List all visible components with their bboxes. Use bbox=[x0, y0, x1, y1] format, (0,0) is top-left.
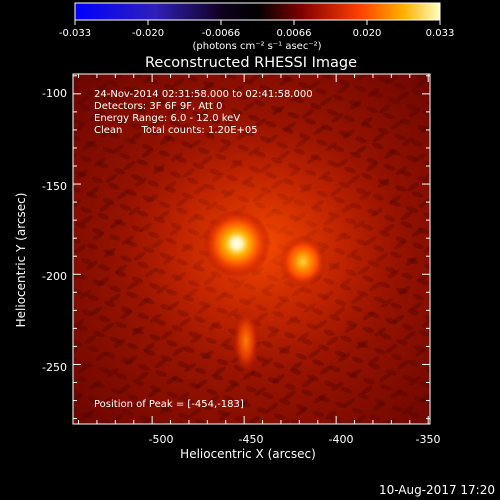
colorbar-tick-label: 0.033 bbox=[426, 28, 455, 39]
colorbar-tick-label: -0.033 bbox=[59, 28, 91, 39]
y-tick-label: -150 bbox=[42, 180, 67, 193]
x-axis-label: Heliocentric X (arcsec) bbox=[180, 447, 316, 461]
annotation-clean-counts: Clean Total counts: 1.20E+05 bbox=[94, 125, 258, 136]
annotation-energy-range: Energy Range: 6.0 - 12.0 keV bbox=[94, 113, 240, 124]
annotation-time-range: 24-Nov-2014 02:31:58.000 to 02:41:58.000 bbox=[94, 89, 313, 100]
sources-layer bbox=[202, 209, 328, 376]
x-tick-label: -450 bbox=[239, 433, 264, 446]
colorbar-tick-label: 0.0066 bbox=[277, 28, 312, 39]
source-blob bbox=[231, 307, 260, 376]
x-tick-label: -500 bbox=[149, 433, 174, 446]
source-blob bbox=[279, 235, 328, 288]
x-tick-label: -400 bbox=[329, 433, 354, 446]
y-axis-label: Heliocentric Y (arcsec) bbox=[14, 193, 28, 328]
plot-frame bbox=[72, 73, 431, 425]
axis-tick-marks bbox=[73, 74, 430, 424]
annotation-peak-position: Position of Peak = [-454,-183] bbox=[94, 399, 244, 410]
generation-timestamp: 10-Aug-2017 17:20 bbox=[379, 483, 495, 497]
colorbar-tick-label: 0.020 bbox=[353, 28, 382, 39]
x-tick-label: -350 bbox=[416, 433, 441, 446]
colorbar-tick-label: -0.0066 bbox=[202, 28, 241, 39]
colorbar-gradient bbox=[74, 2, 441, 21]
y-axis: -100 -150 -200 -250 Heliocentric Y (arcs… bbox=[14, 87, 67, 374]
plot-title: Reconstructed RHESSI Image bbox=[145, 55, 357, 71]
colorbar-tick-marks bbox=[74, 20, 441, 25]
x-axis: -500 -450 -400 -350 Heliocentric X (arcs… bbox=[149, 433, 441, 461]
annotation-block: 24-Nov-2014 02:31:58.000 to 02:41:58.000… bbox=[94, 89, 313, 410]
colorbar: -0.033 -0.020 -0.0066 0.0066 0.020 0.033… bbox=[59, 2, 455, 52]
y-tick-label: -250 bbox=[42, 361, 67, 374]
colorbar-unit-label: (photons cm⁻² s⁻¹ asec⁻²) bbox=[192, 41, 321, 52]
source-blob bbox=[202, 209, 271, 278]
annotation-detectors: Detectors: 3F 6F 9F, Att 0 bbox=[94, 101, 222, 112]
y-tick-label: -100 bbox=[42, 87, 67, 100]
colorbar-tick-label: -0.020 bbox=[132, 28, 164, 39]
heatmap-image bbox=[73, 74, 430, 424]
y-tick-label: -200 bbox=[42, 270, 67, 283]
